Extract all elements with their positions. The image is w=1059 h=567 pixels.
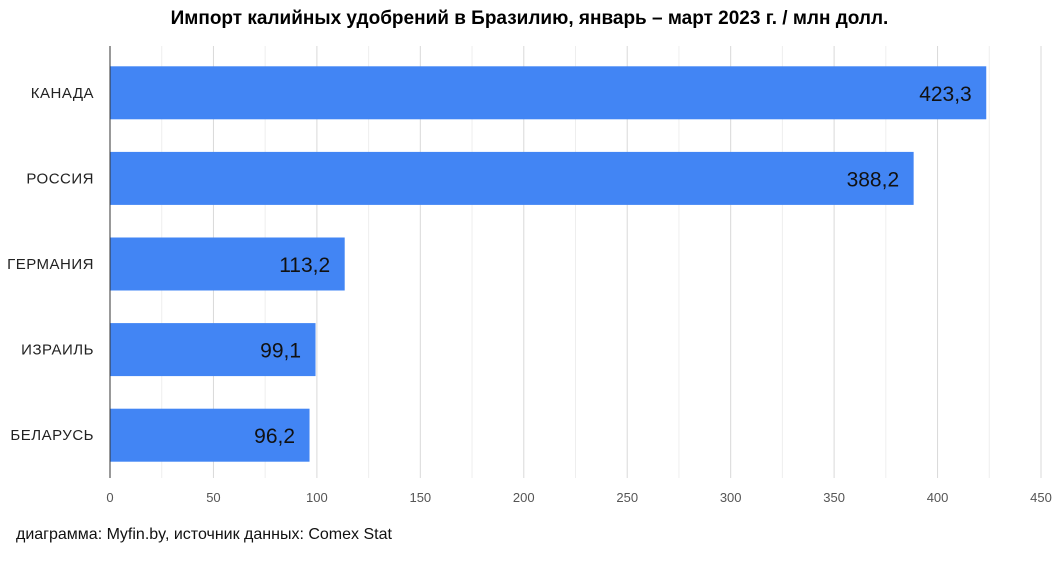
bar — [110, 151, 914, 205]
bar-value-label: 99,1 — [260, 340, 301, 363]
bar-value-label: 113,2 — [279, 254, 330, 277]
x-tick-label: 350 — [823, 490, 845, 505]
x-tick-label: 0 — [106, 490, 113, 505]
x-tick-label: 400 — [927, 490, 949, 505]
x-tick-label: 200 — [513, 490, 535, 505]
category-label: РОССИЯ — [26, 170, 94, 187]
bar — [110, 237, 345, 291]
category-label: КАНАДА — [31, 85, 94, 102]
bar — [110, 66, 987, 120]
x-tick-label: 50 — [206, 490, 220, 505]
x-tick-label: 250 — [616, 490, 638, 505]
bar-value-label: 388,2 — [847, 168, 900, 191]
bar-value-label: 423,3 — [919, 83, 972, 106]
x-tick-label: 450 — [1030, 490, 1052, 505]
bars: 423,3 388,2 113,2 99,1 96,2 — [110, 66, 987, 462]
bar — [110, 408, 310, 462]
bar — [110, 323, 316, 377]
x-tick-label: 150 — [409, 490, 431, 505]
category-label: БЕЛАРУСЬ — [10, 427, 94, 444]
x-tick-label: 100 — [306, 490, 328, 505]
chart-title: Импорт калийных удобрений в Бразилию, ян… — [170, 8, 889, 29]
category-label: ИЗРАИЛЬ — [21, 342, 94, 359]
axis-labels: 0 50 100 150 200 250 300 350 400 450 КАНАДА РОССИЯ Г… — [7, 85, 1052, 505]
source-footer: диаграмма: Myfin.by, источник данных: Co… — [16, 526, 392, 543]
x-tick-label: 300 — [720, 490, 742, 505]
bar-value-label: 96,2 — [254, 425, 295, 448]
category-label: ГЕРМАНИЯ — [7, 256, 94, 273]
